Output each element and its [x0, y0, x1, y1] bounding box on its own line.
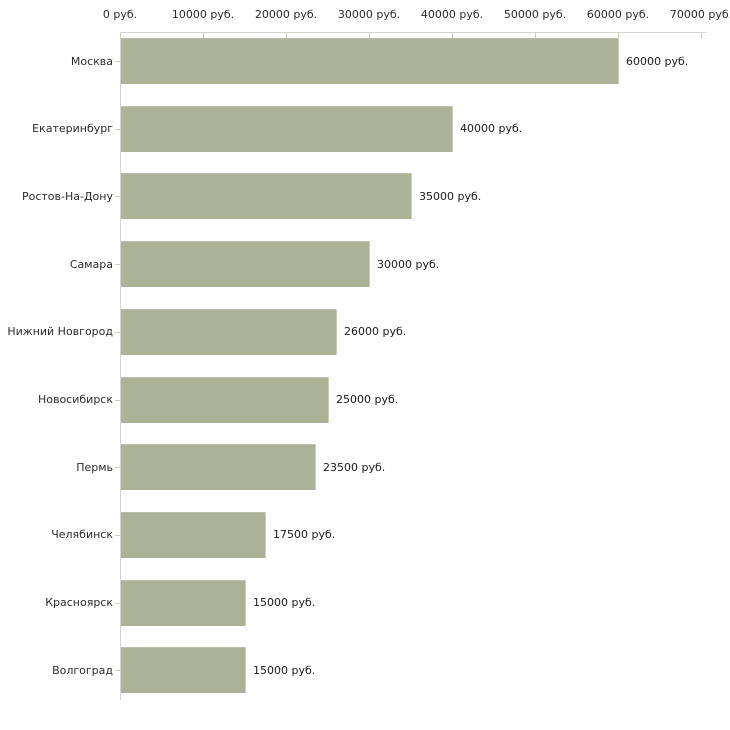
- value-label: 30000 руб.: [377, 257, 440, 271]
- bar: [121, 105, 453, 152]
- x-axis-tick-label: 20000 руб.: [254, 8, 318, 21]
- x-axis-tick-label: 60000 руб.: [586, 8, 650, 21]
- category-label: Екатеринбург: [32, 122, 113, 136]
- x-axis-tick-label: 30000 руб.: [337, 8, 401, 21]
- bar: [121, 444, 316, 491]
- value-label: 15000 руб.: [253, 663, 316, 677]
- y-axis-tick: [115, 467, 120, 468]
- value-label: 17500 руб.: [273, 528, 336, 542]
- y-axis-tick: [115, 603, 120, 604]
- value-label: 23500 руб.: [323, 460, 386, 474]
- y-axis-tick: [115, 535, 120, 536]
- value-label: 25000 руб.: [336, 393, 399, 406]
- x-axis-tick: [120, 33, 121, 39]
- y-axis-tick: [115, 670, 120, 671]
- value-label: 15000 руб.: [253, 596, 316, 610]
- x-axis-tick: [203, 33, 204, 39]
- y-axis-tick: [115, 129, 120, 130]
- x-axis-tick-label: 40000 руб.: [420, 8, 484, 21]
- value-label: 40000 руб.: [460, 122, 523, 136]
- x-axis-tick-label: 70000 руб.: [669, 8, 730, 21]
- category-label: Нижний Новгород: [7, 325, 113, 339]
- bar: [121, 579, 246, 626]
- x-axis-tick: [286, 33, 287, 39]
- bar: [121, 376, 329, 423]
- y-axis-line: [120, 32, 121, 700]
- y-axis-tick: [115, 332, 120, 333]
- category-label: Красноярск: [45, 596, 113, 610]
- value-label: 35000 руб.: [419, 189, 482, 203]
- bar: [121, 511, 266, 558]
- bar: [121, 241, 370, 288]
- value-label: 60000 руб.: [626, 54, 689, 68]
- value-label: 26000 руб.: [344, 325, 407, 339]
- category-label: Челябинск: [51, 528, 113, 542]
- category-label: Новосибирск: [37, 393, 113, 406]
- category-label: Самара: [69, 257, 113, 271]
- category-label: Пермь: [76, 460, 113, 474]
- x-axis-tick: [452, 33, 453, 39]
- x-axis-tick: [535, 33, 536, 39]
- category-label: Волгоград: [52, 663, 113, 677]
- y-axis-tick: [115, 264, 120, 265]
- y-axis-tick: [115, 61, 120, 62]
- x-axis-line: [120, 32, 706, 33]
- x-axis-tick: [701, 33, 702, 39]
- x-axis-tick-label: 50000 руб.: [503, 8, 567, 21]
- y-axis-tick: [115, 196, 120, 197]
- y-axis-tick: [115, 400, 120, 401]
- bar: [121, 173, 412, 220]
- category-label: Ростов-На-Дону: [21, 189, 113, 203]
- x-axis-tick-label: 0 руб.: [102, 8, 138, 21]
- bar: [121, 308, 337, 355]
- category-label: Москва: [70, 54, 113, 68]
- x-axis-tick: [369, 33, 370, 39]
- x-axis-tick: [618, 33, 619, 39]
- bar: [121, 647, 246, 694]
- x-axis-tick-label: 10000 руб.: [171, 8, 235, 21]
- bar: [121, 38, 619, 84]
